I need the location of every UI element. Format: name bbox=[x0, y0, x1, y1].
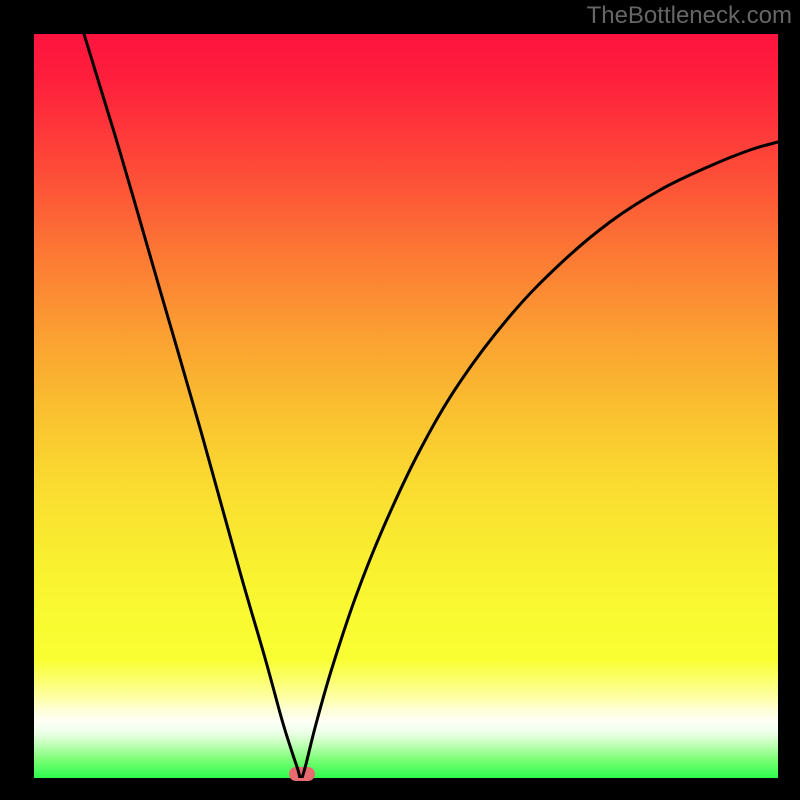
curve-left-branch bbox=[84, 34, 300, 778]
chart-frame bbox=[0, 0, 800, 800]
plot-area bbox=[34, 34, 778, 778]
bottleneck-curve bbox=[34, 34, 778, 778]
curve-right-branch bbox=[302, 142, 778, 778]
watermark: TheBottleneck.com bbox=[587, 2, 792, 30]
